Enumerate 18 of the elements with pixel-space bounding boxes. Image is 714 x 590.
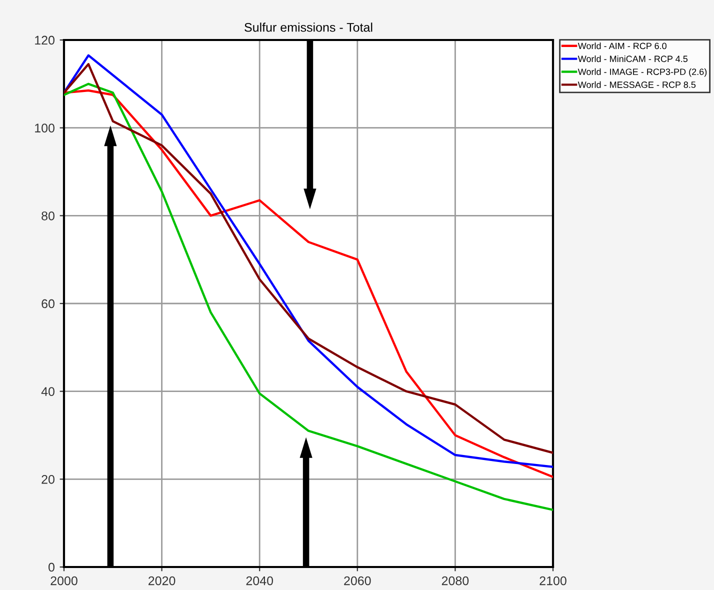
x-tick-label: 2000 bbox=[50, 576, 78, 586]
x-tick-label: 2060 bbox=[344, 576, 371, 586]
legend-label: World - MESSAGE - RCP 8.5 bbox=[578, 81, 696, 88]
x-tick-label: 2040 bbox=[246, 576, 274, 586]
x-tick-label: 2100 bbox=[540, 576, 566, 586]
chart-title: Sulfur emissions - Total bbox=[244, 22, 372, 32]
legend-label: World - IMAGE - RCP3-PD (2.6) bbox=[578, 68, 707, 77]
y-tick-label: 120 bbox=[35, 36, 54, 45]
y-tick-label: 60 bbox=[42, 299, 54, 308]
legend-label: World - AIM - RCP 6.0 bbox=[578, 42, 666, 50]
y-tick-label: 0 bbox=[48, 562, 54, 572]
y-tick-label: 100 bbox=[35, 124, 54, 132]
y-tick-label: 40 bbox=[41, 387, 54, 396]
y-tick-label: 80 bbox=[42, 211, 54, 220]
legend-label: World - MiniCAM - RCP 4.5 bbox=[578, 55, 688, 62]
x-tick-label: 2020 bbox=[148, 576, 176, 586]
y-tick-label: 20 bbox=[42, 474, 54, 484]
x-tick-label: 2080 bbox=[442, 576, 469, 586]
